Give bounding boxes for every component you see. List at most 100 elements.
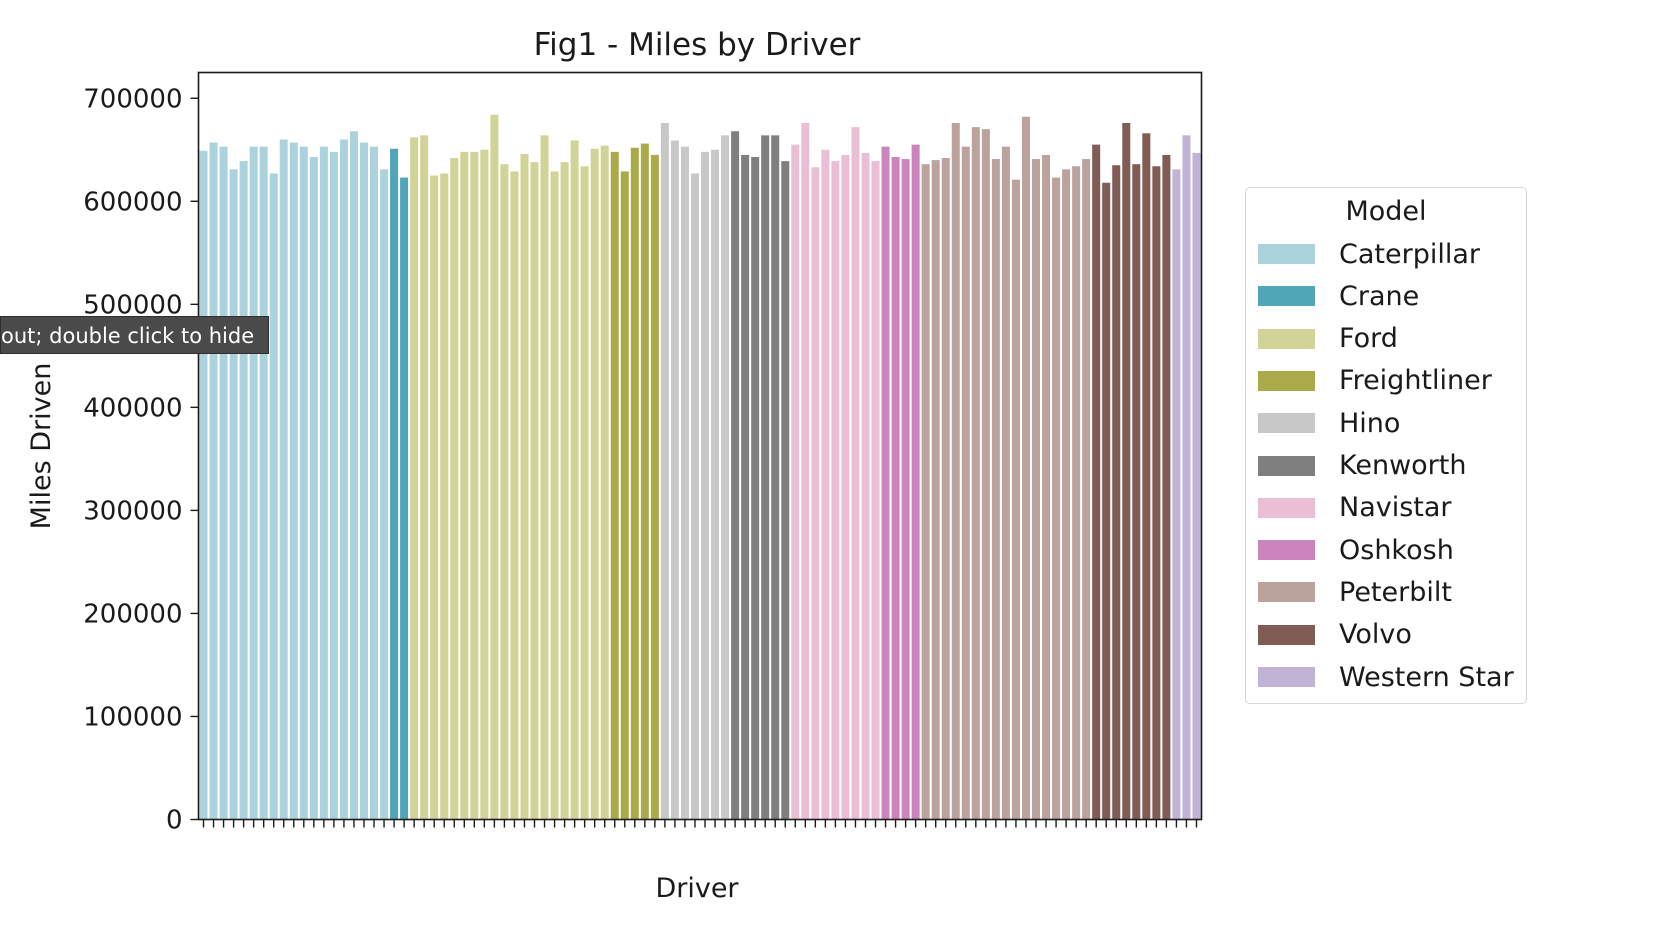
legend-label: Caterpillar bbox=[1339, 238, 1480, 270]
bar-ford-19 bbox=[590, 148, 599, 820]
bar-freightliner-5 bbox=[650, 154, 659, 820]
bar-ford-12 bbox=[520, 153, 529, 820]
bar-peterbilt-16 bbox=[1072, 166, 1081, 820]
bar-peterbilt-13 bbox=[1042, 154, 1051, 820]
legend-label: Navistar bbox=[1339, 492, 1452, 524]
y-tick-label: 200000 bbox=[83, 599, 182, 629]
bar-navistar-7 bbox=[851, 127, 860, 820]
bar-oshkosh-2 bbox=[891, 156, 900, 820]
bar-ford-10 bbox=[500, 164, 509, 820]
y-tick-label: 0 bbox=[166, 806, 183, 836]
bar-ford-17 bbox=[570, 140, 579, 820]
bar-navistar-9 bbox=[871, 161, 880, 820]
bar-peterbilt-14 bbox=[1052, 177, 1061, 820]
legend-title: Model bbox=[1345, 196, 1427, 227]
bar-freightliner-4 bbox=[640, 143, 649, 820]
legend-label: Crane bbox=[1339, 280, 1420, 312]
legend-item-crane: Crane bbox=[1258, 278, 1419, 314]
bar-caterpillar-3 bbox=[219, 146, 228, 820]
bar-ford-15 bbox=[550, 171, 559, 820]
bar-ford-16 bbox=[560, 162, 569, 820]
bar-volvo-3 bbox=[1112, 165, 1121, 820]
bar-caterpillar-6 bbox=[249, 146, 258, 820]
legend-item-ford: Ford bbox=[1258, 321, 1398, 357]
bar-western-star-2 bbox=[1182, 135, 1191, 820]
legend-swatch bbox=[1258, 540, 1315, 561]
bar-peterbilt-17 bbox=[1082, 159, 1091, 820]
bar-volvo-4 bbox=[1122, 122, 1131, 820]
bar-ford-20 bbox=[600, 145, 609, 820]
bar-peterbilt-10 bbox=[1011, 179, 1020, 820]
bar-caterpillar-17 bbox=[359, 142, 368, 820]
bar-volvo-2 bbox=[1102, 182, 1111, 820]
bar-kenworth-3 bbox=[751, 156, 760, 820]
legend-swatch bbox=[1258, 244, 1315, 264]
bar-hino-5 bbox=[701, 151, 710, 820]
legend-item-freightliner: Freightliner bbox=[1258, 363, 1492, 399]
legend-item-oshkosh: Oshkosh bbox=[1258, 532, 1454, 568]
legend-item-caterpillar: Caterpillar bbox=[1258, 236, 1480, 272]
bar-oshkosh-1 bbox=[881, 146, 890, 820]
legend-swatch bbox=[1258, 370, 1315, 391]
y-tick-label: 600000 bbox=[83, 187, 182, 217]
bar-navistar-5 bbox=[831, 161, 840, 820]
bar-ford-3 bbox=[430, 175, 439, 820]
x-axis bbox=[202, 819, 1198, 828]
bar-kenworth-6 bbox=[781, 161, 790, 820]
bar-kenworth-5 bbox=[771, 135, 780, 820]
bar-kenworth-1 bbox=[731, 131, 740, 820]
legend-label: Kenworth bbox=[1339, 450, 1467, 481]
bar-kenworth-2 bbox=[741, 154, 750, 820]
legend-swatch bbox=[1258, 413, 1315, 434]
bar-caterpillar-10 bbox=[289, 142, 298, 820]
y-axis: 0 100000 200000 300000 400000 500000 600000 700… bbox=[83, 84, 199, 836]
x-axis-label: Driver bbox=[655, 873, 739, 904]
legend-swatch bbox=[1258, 455, 1315, 476]
bar-navistar-2 bbox=[801, 122, 810, 820]
legend-item-hino: Hino bbox=[1258, 405, 1400, 441]
bar-caterpillar-12 bbox=[309, 156, 318, 820]
legend-item-volvo: Volvo bbox=[1258, 617, 1412, 653]
bar-caterpillar-1 bbox=[199, 150, 208, 820]
bar-ford-8 bbox=[480, 149, 489, 820]
bar-volvo-8 bbox=[1162, 154, 1171, 820]
tooltip[interactable]: out; double click to hide bbox=[0, 316, 270, 354]
bar-western-star-3 bbox=[1192, 152, 1201, 820]
bar-kenworth-4 bbox=[761, 135, 770, 820]
legend-label: Volvo bbox=[1339, 619, 1412, 651]
bar-hino-7 bbox=[721, 135, 730, 820]
bar-ford-14 bbox=[540, 135, 549, 820]
legend: Model Caterpillar Crane Ford Freightliner Hi… bbox=[1245, 187, 1527, 704]
plot-frame bbox=[197, 71, 1203, 821]
bar-navistar-8 bbox=[861, 152, 870, 820]
legend-label: Ford bbox=[1339, 323, 1398, 355]
bar-peterbilt-1 bbox=[921, 164, 930, 820]
bar-ford-9 bbox=[490, 114, 499, 820]
bar-peterbilt-7 bbox=[981, 129, 990, 820]
bar-freightliner-1 bbox=[610, 151, 619, 820]
bar-ford-6 bbox=[460, 151, 469, 820]
bar-peterbilt-5 bbox=[961, 146, 970, 820]
legend-swatch bbox=[1258, 286, 1315, 307]
legend-item-peterbilt: Peterbilt bbox=[1258, 574, 1452, 610]
bar-hino-2 bbox=[670, 140, 679, 820]
bar-peterbilt-2 bbox=[931, 160, 940, 820]
legend-label: Hino bbox=[1339, 407, 1401, 439]
bar-hino-3 bbox=[680, 146, 689, 820]
bar-caterpillar-8 bbox=[269, 173, 278, 820]
bar-ford-4 bbox=[440, 173, 449, 820]
y-tick-label: 500000 bbox=[83, 290, 182, 320]
bar-navistar-1 bbox=[791, 144, 800, 820]
legend-label: Freightliner bbox=[1339, 365, 1492, 397]
bar-crane-2 bbox=[400, 177, 409, 820]
bar-caterpillar-18 bbox=[370, 146, 379, 820]
bar-caterpillar-4 bbox=[229, 169, 238, 820]
y-axis-label: Miles Driven bbox=[26, 363, 57, 530]
legend-swatch bbox=[1258, 582, 1315, 603]
bar-caterpillar-11 bbox=[299, 146, 308, 820]
bar-caterpillar-19 bbox=[380, 169, 389, 820]
legend-swatch bbox=[1258, 667, 1315, 687]
bar-peterbilt-11 bbox=[1021, 116, 1030, 820]
bar-caterpillar-15 bbox=[339, 139, 348, 820]
bar-ford-11 bbox=[510, 171, 519, 820]
